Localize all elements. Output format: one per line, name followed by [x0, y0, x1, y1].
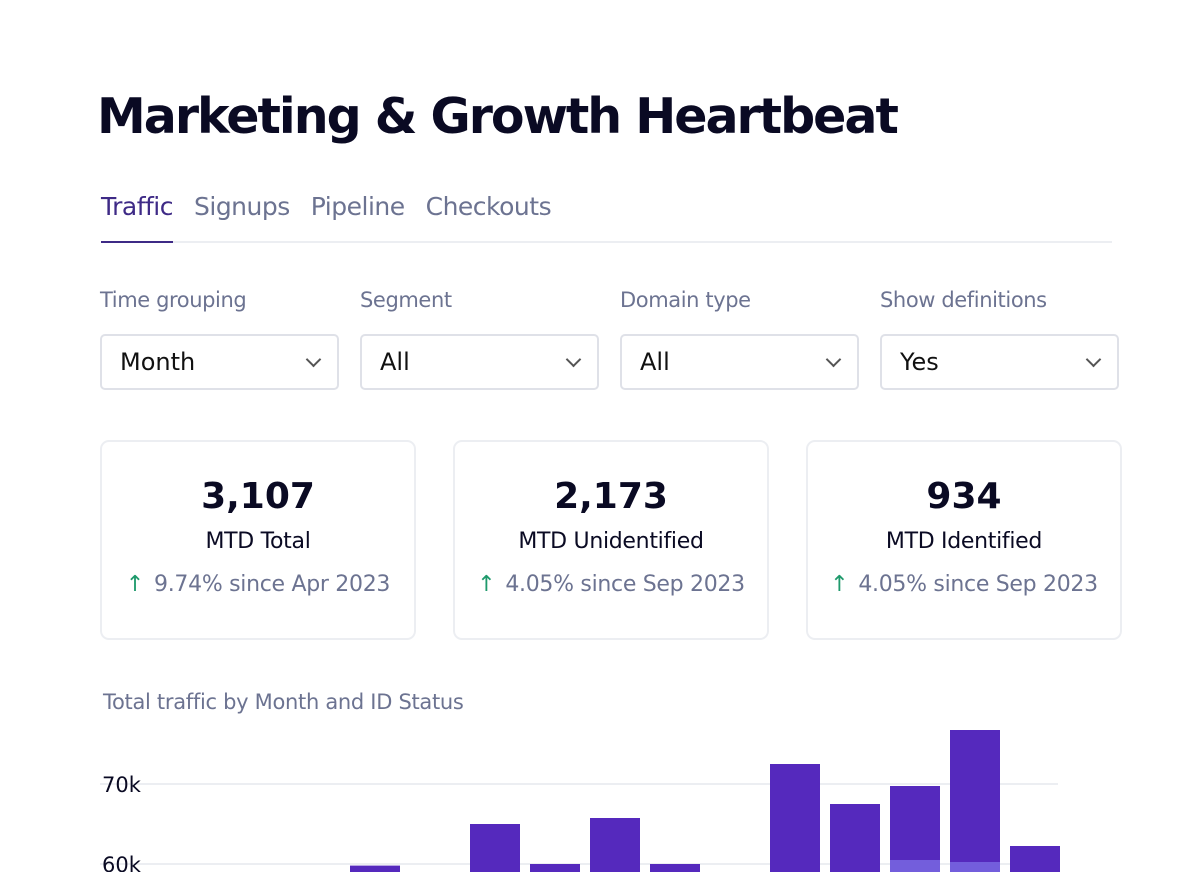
kpi-delta: 9.74% since Apr 2023 [154, 572, 391, 597]
kpi-value: 2,173 [554, 476, 668, 517]
arrow-up-icon: ↑ [830, 572, 849, 597]
segment-label: Segment [360, 288, 452, 312]
kpi-value: 3,107 [201, 476, 315, 517]
bar-identified [890, 860, 940, 872]
chevron-down-icon [1085, 351, 1102, 367]
time-grouping-select[interactable]: Month [100, 334, 339, 390]
filters: Time grouping Month Segment All Domain t… [100, 288, 1119, 390]
bar-unidentified [650, 864, 700, 872]
bar-unidentified [1010, 846, 1060, 872]
tab-pipeline[interactable]: Pipeline [310, 192, 405, 221]
chevron-down-icon [825, 351, 842, 367]
chevron-down-icon [565, 351, 582, 367]
chart-title: Total traffic by Month and ID Status [103, 690, 464, 714]
bar-unidentified [890, 786, 940, 872]
domain-type-label: Domain type [620, 288, 751, 312]
bar-unidentified [470, 824, 520, 872]
kpi-card-unidentified: 2,173 MTD Unidentified ↑ 4.05% since Sep … [453, 440, 769, 640]
tab-checkouts[interactable]: Checkouts [425, 192, 552, 221]
kpi-delta: 4.05% since Sep 2023 [858, 572, 1098, 597]
bar-unidentified [350, 865, 400, 872]
chevron-down-icon [305, 351, 322, 367]
time-grouping-label: Time grouping [100, 288, 247, 312]
y-tick-label: 60k [102, 853, 142, 872]
bar-unidentified [590, 818, 640, 872]
kpi-card-identified: 934 MTD Identified ↑ 4.05% since Sep 2023 [806, 440, 1122, 640]
y-tick-label: 70k [102, 773, 142, 797]
bar-unidentified [770, 764, 820, 872]
domain-type-select[interactable]: All [620, 334, 859, 390]
page-title: Marketing & Growth Heartbeat [97, 88, 899, 145]
select-value: All [380, 348, 410, 376]
kpi-value: 934 [926, 476, 1002, 517]
kpi-cards: 3,107 MTD Total ↑ 9.74% since Apr 2023 2,… [100, 440, 1122, 640]
kpi-label: MTD Unidentified [518, 529, 704, 554]
bar-unidentified [950, 730, 1000, 872]
select-value: All [640, 348, 670, 376]
arrow-up-icon: ↑ [125, 572, 145, 597]
select-value: Yes [900, 348, 939, 376]
show-definitions-select[interactable]: Yes [880, 334, 1119, 390]
tab-signups[interactable]: Signups [194, 192, 290, 221]
bar-unidentified [530, 864, 580, 872]
kpi-label: MTD Identified [885, 529, 1043, 554]
show-definitions-label: Show definitions [880, 288, 1047, 312]
kpi-card-total: 3,107 MTD Total ↑ 9.74% since Apr 2023 [100, 440, 416, 640]
kpi-delta: 4.05% since Sep 2023 [505, 572, 745, 597]
bar-unidentified [830, 804, 880, 872]
kpi-label: MTD Total [205, 529, 311, 554]
arrow-up-icon: ↑ [477, 572, 496, 597]
segment-select[interactable]: All [360, 334, 599, 390]
bar-identified [950, 862, 1000, 872]
select-value: Month [120, 348, 196, 376]
tab-bar: Traffic Signups Pipeline Checkouts [101, 192, 1112, 243]
traffic-chart: 60k 70k [100, 730, 1060, 872]
tab-traffic[interactable]: Traffic [101, 192, 174, 243]
